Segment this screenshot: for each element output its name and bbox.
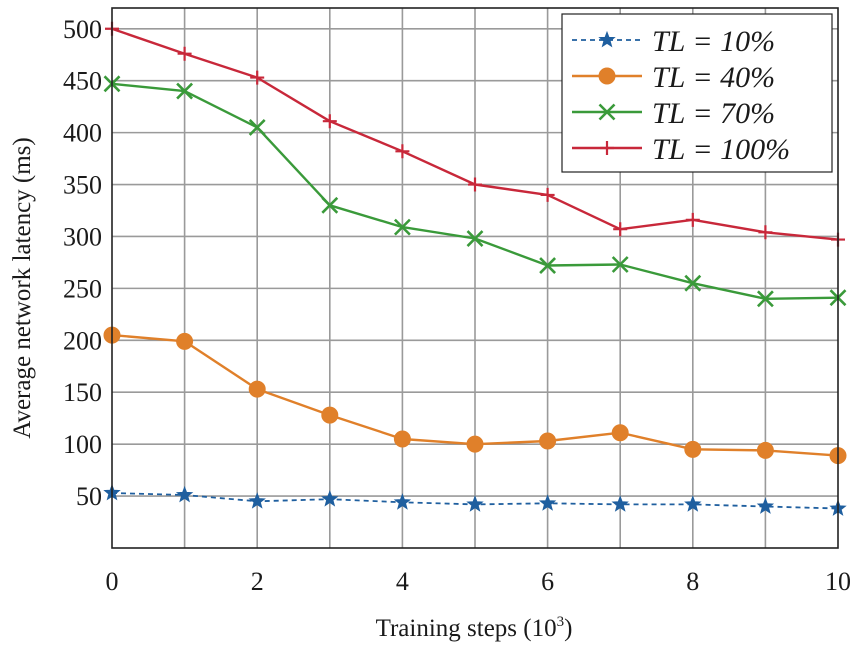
y-tick-label: 50 xyxy=(76,482,102,511)
y-tick-label: 300 xyxy=(63,222,102,251)
x-tick-label: 6 xyxy=(541,567,554,596)
y-tick-label: 450 xyxy=(63,67,102,96)
x-axis-title-superscript: 3 xyxy=(557,614,565,630)
data-point xyxy=(248,380,266,398)
data-point xyxy=(684,495,702,512)
data-point xyxy=(758,225,773,240)
data-point xyxy=(684,274,702,292)
y-tick-label: 500 xyxy=(63,15,102,44)
y-tick-label: 100 xyxy=(63,430,102,459)
data-point xyxy=(321,406,339,424)
data-point xyxy=(540,187,555,202)
data-point xyxy=(466,435,484,453)
data-point xyxy=(393,218,411,236)
y-tick-label: 350 xyxy=(63,171,102,200)
y-tick-label: 150 xyxy=(63,378,102,407)
data-point xyxy=(611,256,629,273)
data-point xyxy=(539,257,557,274)
data-point xyxy=(393,430,411,448)
legend-label: TL = 40% xyxy=(652,61,775,94)
y-tick-label: 200 xyxy=(63,326,102,355)
legend-marker xyxy=(598,30,616,48)
data-point xyxy=(611,495,629,512)
data-point xyxy=(250,70,265,85)
legend-item: TL = 70% xyxy=(572,97,775,130)
y-tick-label: 250 xyxy=(63,274,102,303)
data-point xyxy=(613,222,628,237)
x-axis-title: Training steps (103) xyxy=(376,614,573,642)
data-point xyxy=(685,212,700,227)
legend-items: TL = 10%TL = 40%TL = 70%TL = 100% xyxy=(572,25,790,166)
x-tick-label: 8 xyxy=(686,567,699,596)
series-layer xyxy=(103,21,847,516)
data-point xyxy=(393,493,412,510)
data-point xyxy=(395,144,410,159)
data-point xyxy=(248,492,266,509)
data-point xyxy=(466,230,484,247)
series-group xyxy=(103,326,847,465)
data-point xyxy=(539,432,557,450)
x-tick-label: 4 xyxy=(396,567,409,596)
legend-label: TL = 100% xyxy=(652,133,790,166)
y-tick-label: 400 xyxy=(63,119,102,148)
legend-item: TL = 40% xyxy=(572,61,775,94)
legend-marker xyxy=(598,67,616,85)
data-point xyxy=(756,290,774,308)
legend-marker xyxy=(600,141,614,155)
data-point xyxy=(322,114,337,129)
legend-label: TL = 10% xyxy=(652,25,775,58)
plot-frame xyxy=(111,7,839,549)
data-point xyxy=(466,495,484,512)
data-point xyxy=(684,440,702,458)
data-point xyxy=(468,177,482,192)
x-axis-title-close: ) xyxy=(564,615,572,642)
data-point xyxy=(321,490,339,507)
x-tick-label: 10 xyxy=(825,567,850,596)
y-axis-title: Average network latency (ms) xyxy=(9,137,36,439)
legend-marker xyxy=(598,103,616,121)
x-tick-label: 0 xyxy=(106,567,119,596)
x-tick-label: 2 xyxy=(251,567,264,596)
data-point xyxy=(756,441,774,459)
data-point xyxy=(756,497,775,514)
data-point xyxy=(175,485,194,503)
data-point xyxy=(176,82,194,100)
legend-label: TL = 70% xyxy=(652,97,775,130)
legend: TL = 10%TL = 40%TL = 70%TL = 100% xyxy=(561,13,833,173)
legend-item: TL = 100% xyxy=(572,133,790,166)
legend-item: TL = 10% xyxy=(572,25,775,58)
tick-labels: 0 2 4 6 8 10 50 100 150 200 250 300 350 400 450 500 xyxy=(63,15,850,596)
data-point xyxy=(321,196,339,214)
x-axis-title-main: Training steps (10 xyxy=(376,615,557,642)
data-point xyxy=(538,494,557,511)
data-point xyxy=(248,119,266,136)
data-point xyxy=(611,424,629,442)
data-point xyxy=(177,46,192,61)
series-group xyxy=(105,21,845,247)
data-point xyxy=(176,332,194,350)
